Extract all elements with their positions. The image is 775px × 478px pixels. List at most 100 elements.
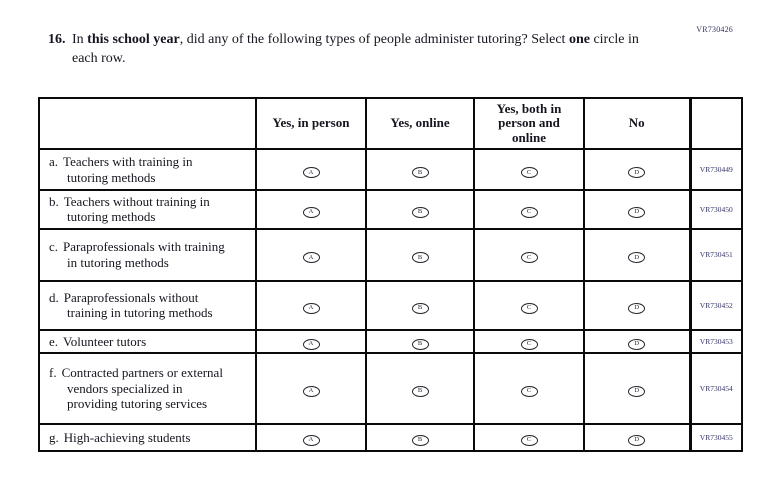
bubble-yes-both[interactable]: C [520,302,538,314]
row-label: Teachers with training in tutoring metho… [63,154,193,185]
option-cell: D [583,227,691,282]
option-cell: D [583,189,691,230]
row-code: VR730450 [688,189,743,230]
bubble-no[interactable]: D [628,339,646,351]
bubble-yes-online[interactable]: B [411,167,429,179]
bubble-yes-in-person[interactable]: A [302,386,320,398]
row-code: VR730455 [688,422,743,452]
row-code: VR730449 [688,148,743,191]
row-label-cell: e. Volunteer tutors [38,328,257,354]
form-code: VR730426 [696,25,733,34]
option-cell: C [473,328,585,354]
bubble-no[interactable]: D [628,386,646,398]
bubble-yes-both[interactable]: C [520,207,538,219]
option-cell: A [255,227,367,282]
bubble-yes-in-person[interactable]: A [302,252,320,264]
row-letter: g. [49,429,59,445]
option-cell: B [365,189,475,230]
row-code: VR730451 [688,227,743,282]
row-label-cell: b. Teachers without training in tutoring … [38,189,257,230]
bubble-yes-online[interactable]: B [411,435,429,447]
option-cell: C [473,422,585,452]
option-cell: A [255,189,367,230]
table-row-e: e. Volunteer tutors A B C D VR730453 [38,328,743,354]
option-cell: A [255,351,367,425]
bubble-yes-in-person[interactable]: A [302,302,320,314]
table-row-d: d. Paraprofessionals without training in … [38,279,743,331]
question-block: 16. In this school year, did any of the … [48,31,688,69]
option-cell: B [365,351,475,425]
option-cell: C [473,351,585,425]
row-letter: f. [49,365,57,381]
option-cell: A [255,328,367,354]
row-label-cell: c. Paraprofessionals with training in tut… [38,227,257,282]
row-code: VR730452 [688,279,743,331]
question-number: 16. [48,32,66,47]
row-label: Contracted partners or external vendors … [61,365,223,412]
bubble-yes-both[interactable]: C [520,252,538,264]
question-seg-bold: one [568,32,590,47]
option-cell: B [365,148,475,191]
option-cell: B [365,422,475,452]
option-cell: D [583,328,691,354]
bubble-no[interactable]: D [628,302,646,314]
question-seg: In [72,32,88,47]
bubble-yes-in-person[interactable]: A [302,435,320,447]
row-letter: a. [49,154,59,170]
bubble-yes-in-person[interactable]: A [302,167,320,179]
row-label-cell: f. Contracted partners or external vendor… [38,351,257,425]
tutoring-administrators-table: Yes, in person Yes, online Yes, both in … [38,97,743,452]
table-row-f: f. Contracted partners or external vendor… [38,351,743,425]
table-row-c: c. Paraprofessionals with training in tut… [38,227,743,282]
bubble-no[interactable]: D [628,252,646,264]
option-cell: D [583,351,691,425]
table-row-b: b. Teachers without training in tutoring … [38,189,743,230]
question-seg-bold: this school year [87,32,180,47]
col-header-yes-in-person: Yes, in person [255,97,367,150]
row-label: Volunteer tutors [63,333,147,349]
question-text: In this school year, did any of the foll… [72,31,664,69]
question-seg: , did any of the following types of peop… [179,32,569,47]
row-label: Teachers without training in tutoring me… [63,194,210,225]
bubble-yes-in-person[interactable]: A [302,339,320,351]
table-row-a: a. Teachers with training in tutoring met… [38,148,743,191]
col-header-yes-both: Yes, both in person and online [473,97,585,150]
option-cell: B [365,227,475,282]
bubble-yes-in-person[interactable]: A [302,207,320,219]
option-cell: D [583,279,691,331]
bubble-no[interactable]: D [628,435,646,447]
row-label: Paraprofessionals with training in tutor… [63,239,225,270]
row-label-cell: g. High-achieving students [38,422,257,452]
bubble-yes-both[interactable]: C [520,386,538,398]
question-seg: circle in each row. [72,32,639,66]
option-cell: C [473,227,585,282]
bubble-yes-online[interactable]: B [411,207,429,219]
row-label-cell: a. Teachers with training in tutoring met… [38,148,257,191]
bubble-yes-both[interactable]: C [520,167,538,179]
row-label: High-achieving students [63,429,191,445]
row-label-cell: d. Paraprofessionals without training in … [38,279,257,331]
option-cell: D [583,148,691,191]
bubble-yes-both[interactable]: C [520,339,538,351]
bubble-no[interactable]: D [628,207,646,219]
bubble-yes-online[interactable]: B [411,252,429,264]
col-header-no: No [583,97,691,150]
option-cell: C [473,189,585,230]
bubble-yes-online[interactable]: B [411,339,429,351]
option-cell: C [473,279,585,331]
option-cell: A [255,148,367,191]
bubble-yes-both[interactable]: C [520,435,538,447]
row-code: VR730454 [688,351,743,425]
row-label: Paraprofessionals without training in tu… [63,289,213,321]
option-cell: D [583,422,691,452]
option-cell: A [255,422,367,452]
option-cell: C [473,148,585,191]
bubble-no[interactable]: D [628,167,646,179]
option-cell: B [365,328,475,354]
col-header-blank [38,97,257,150]
bubble-yes-online[interactable]: B [411,386,429,398]
row-letter: c. [49,239,59,255]
header-row: Yes, in person Yes, online Yes, both in … [38,97,743,150]
bubble-yes-online[interactable]: B [411,302,429,314]
